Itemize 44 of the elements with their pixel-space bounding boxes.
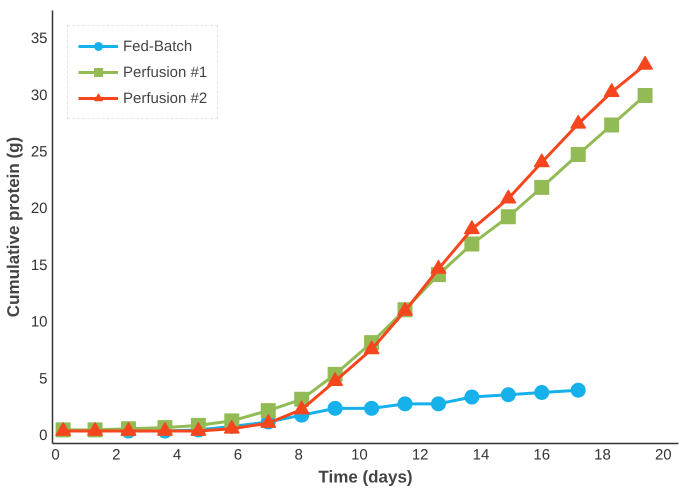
x-tick-label: 6 <box>234 446 242 464</box>
point <box>570 146 586 162</box>
point <box>430 396 446 412</box>
point <box>637 56 654 70</box>
x-tick-label: 2 <box>112 446 120 464</box>
y-tick-label: 10 <box>30 314 48 331</box>
point <box>534 153 550 168</box>
x-tick-label: 14 <box>472 446 490 464</box>
point <box>570 382 586 398</box>
y-tick-label: 20 <box>30 200 48 218</box>
y-tick-label: 5 <box>39 370 48 388</box>
point <box>534 180 550 195</box>
point <box>534 385 550 400</box>
x-axis-title: Time (days) <box>318 468 413 486</box>
x-tick-label: 20 <box>654 446 672 464</box>
point <box>328 400 343 416</box>
y-tick-label: 35 <box>30 30 48 48</box>
point <box>500 190 516 204</box>
point <box>604 117 620 132</box>
x-tick-label: 10 <box>351 446 368 464</box>
x-tick-label: 16 <box>533 446 550 464</box>
y-tick-label: 25 <box>30 144 48 161</box>
point <box>260 403 276 418</box>
x-tick-label: 12 <box>412 446 429 464</box>
y-tick-label: 15 <box>30 256 48 274</box>
x-tick-label: 18 <box>594 446 611 464</box>
x-tick-label: 0 <box>51 446 60 464</box>
point <box>464 236 480 252</box>
legend-label: Fed-Batch <box>123 38 192 54</box>
point <box>570 114 586 129</box>
legend-label: Perfusion #2 <box>123 90 208 106</box>
y-tick-label: 30 <box>30 86 48 104</box>
point <box>398 396 413 412</box>
x-tick-label: 8 <box>294 446 303 464</box>
point <box>464 390 480 405</box>
legend-label: Perfusion #1 <box>123 64 208 80</box>
point <box>364 400 380 416</box>
point <box>604 82 620 97</box>
point <box>500 387 516 402</box>
y-tick-label: 0 <box>39 426 48 444</box>
point <box>464 220 480 234</box>
x-tick-label: 4 <box>172 446 182 464</box>
y-axis-title: Cumulative protein (g) <box>4 136 23 318</box>
point <box>500 209 516 224</box>
